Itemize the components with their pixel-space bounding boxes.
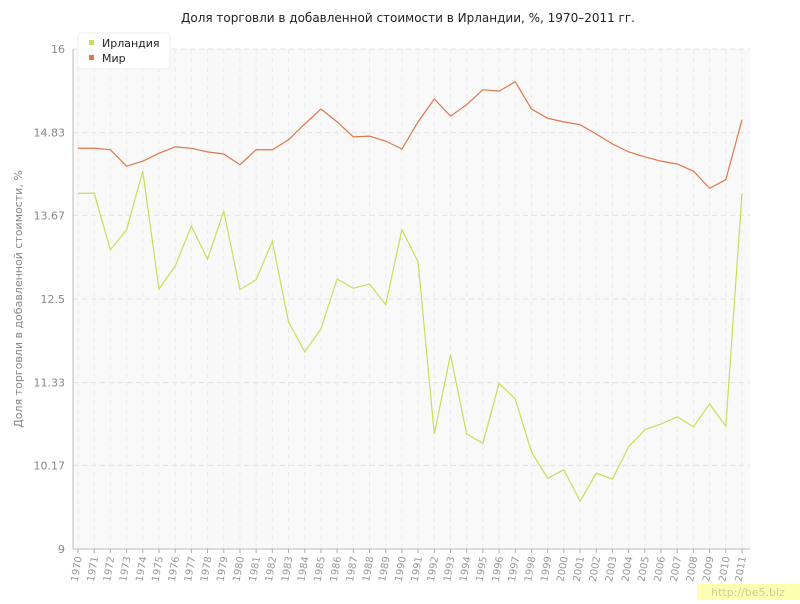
x-tick-label: 1991 [410,556,425,583]
series-line [78,170,743,503]
x-tick-label: 1995 [475,556,490,583]
x-tick-label: 2008 [685,556,700,583]
x-tick-label: 1988 [361,556,376,583]
x-tick-label: 1980 [232,556,247,583]
x-tick-label: 1979 [215,556,230,583]
x-tick-label: 1975 [151,556,166,583]
x-tick-label: 1986 [329,556,344,583]
x-tick-label: 1992 [426,556,441,583]
x-tick-label: 1998 [523,556,538,583]
x-tick-label: 2004 [620,556,635,583]
x-tick-label: 1989 [377,556,392,583]
x-tick-label: 1976 [167,556,182,583]
chart-title: Доля торговли в добавленной стоимости в … [181,11,635,25]
x-tick-label: 1977 [183,556,198,583]
x-tick-label: 1999 [539,556,554,583]
x-tick-label: 2006 [653,556,668,583]
x-tick-label: 2010 [718,556,733,583]
watermark-bg [697,584,800,600]
x-tick-label: 1981 [248,556,263,583]
x-tick-label: 1984 [296,556,311,583]
y-tick-label: 16 [51,43,65,56]
x-tick-label: 1970 [70,556,85,583]
x-tick-label: 2005 [637,556,652,583]
x-tick-label: 1982 [264,556,279,583]
x-tick-label: 1996 [491,556,506,583]
x-tick-label: 1994 [458,556,473,583]
x-tick-label: 1974 [134,556,149,583]
x-tick-label: 1978 [199,556,214,583]
series-line [78,81,743,190]
x-tick-label: 1971 [86,556,101,583]
y-tick-label: 10.17 [34,459,66,472]
legend-label: Мир [102,52,126,65]
x-tick-label: 2002 [588,556,603,583]
y-tick-label: 11.33 [34,377,66,390]
y-tick-label: 9 [58,543,65,556]
x-tick-label: 1997 [507,556,522,583]
x-tick-label: 2009 [701,556,716,583]
y-axis-label: Доля торговли в добавленной стоимости, % [12,170,25,428]
y-tick-label: 14.83 [34,127,66,140]
legend-marker [89,40,94,45]
watermark: http://be5.biz [711,586,785,599]
x-tick-label: 1983 [280,556,295,583]
x-tick-label: 1993 [442,556,457,583]
x-tick-label: 1972 [102,556,117,583]
x-tick-label: 1990 [394,556,409,583]
x-tick-label: 2000 [556,556,571,583]
y-tick-label: 12.5 [41,293,66,306]
x-tick-label: 2011 [734,556,749,583]
x-tick-label: 1985 [313,556,328,583]
legend-label: Ирландия [102,37,160,50]
legend-box [77,32,171,70]
y-tick-label: 13.67 [34,209,66,222]
x-tick-label: 2003 [604,556,619,583]
x-tick-label: 2001 [572,556,587,583]
legend-marker [89,55,94,60]
x-tick-label: 2007 [669,556,684,583]
x-tick-label: 1987 [345,556,360,583]
x-tick-label: 1973 [118,556,133,583]
